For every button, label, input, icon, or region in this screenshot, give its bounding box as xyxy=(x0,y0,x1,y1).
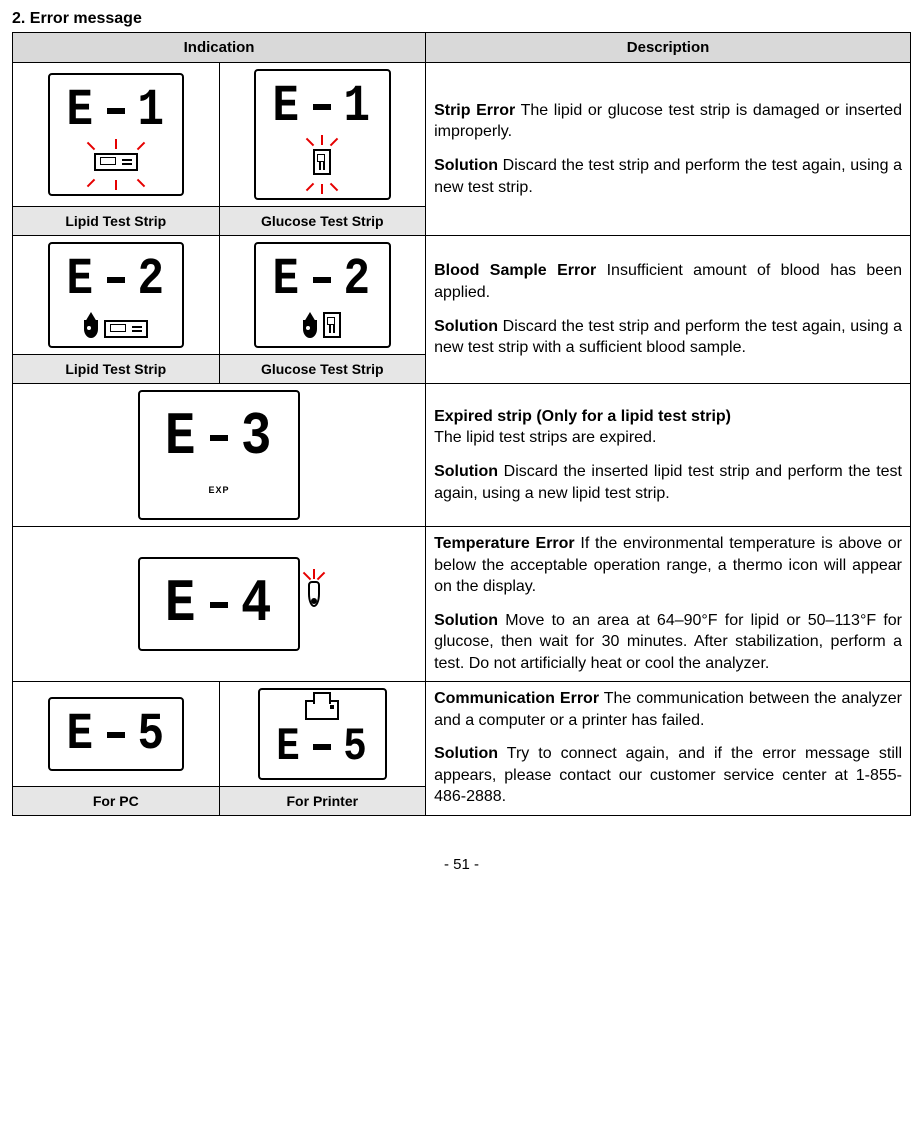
table-row: E3 EXP Expired strip (Only for a lipid t… xyxy=(13,384,911,527)
section-title: 2. Error message xyxy=(12,10,911,28)
sublabel: For Printer xyxy=(219,786,426,815)
thermometer-icon xyxy=(308,581,320,607)
err-title: Temperature Error xyxy=(434,535,575,552)
sublabel: Glucose Test Strip xyxy=(219,207,426,236)
solution-label: Solution xyxy=(434,612,498,629)
lcd-e1-lipid: E1 xyxy=(13,63,220,207)
desc-e1: Strip Error The lipid or glucose test st… xyxy=(426,63,911,236)
lcd-e2-lipid: E2 xyxy=(13,236,220,355)
table-row: E2 E2 Blood Sample Error Insufficient am… xyxy=(13,236,911,355)
printer-icon xyxy=(305,700,339,720)
header-description: Description xyxy=(426,33,911,63)
rays-icon xyxy=(303,139,341,190)
solution-text: Discard the test strip and perform the t… xyxy=(434,157,902,196)
table-row: E5 E5 Communication Error The communicat… xyxy=(13,681,911,786)
solution-label: Solution xyxy=(434,318,498,335)
lcd-e1-glucose: E1 xyxy=(219,63,426,207)
header-indication: Indication xyxy=(13,33,426,63)
solution-text: Try to connect again, and if the error m… xyxy=(434,745,902,805)
solution-text: Discard the inserted lipid test strip an… xyxy=(434,463,902,502)
sublabel: For PC xyxy=(13,786,220,815)
desc-e3: Expired strip (Only for a lipid test str… xyxy=(426,384,911,527)
lcd-e5-printer: E5 xyxy=(219,681,426,786)
lcd-e5-pc: E5 xyxy=(13,681,220,786)
desc-e2: Blood Sample Error Insufficient amount o… xyxy=(426,236,911,384)
strip-icon xyxy=(313,149,331,175)
err-title: Communication Error xyxy=(434,690,599,707)
exp-icon: EXP xyxy=(209,485,230,495)
rays-icon xyxy=(300,573,328,620)
table-header-row: Indication Description xyxy=(13,33,911,63)
err-title: Expired strip (Only for a lipid test str… xyxy=(434,408,731,425)
lcd-e3: E3 EXP xyxy=(13,384,426,527)
solution-label: Solution xyxy=(434,157,498,174)
solution-label: Solution xyxy=(434,745,498,762)
solution-label: Solution xyxy=(434,463,498,480)
sublabel: Lipid Test Strip xyxy=(13,207,220,236)
strip-icon xyxy=(94,153,138,171)
strip-icon xyxy=(323,312,341,338)
page-number: - 51 - xyxy=(12,856,911,873)
drop-icon xyxy=(303,320,317,338)
rays-icon: EXP xyxy=(203,474,236,504)
lcd-e2-glucose: E2 xyxy=(219,236,426,355)
desc-e4: Temperature Error If the environmental t… xyxy=(426,527,911,682)
lcd-e4: E4 xyxy=(13,527,426,682)
error-table: Indication Description E1 E1 xyxy=(12,32,911,816)
desc-e5: Communication Error The communication be… xyxy=(426,681,911,815)
table-row: E1 E1 Strip E xyxy=(13,63,911,207)
table-row: E4 Temperature Error If the environmenta… xyxy=(13,527,911,682)
solution-text: Discard the test strip and perform the t… xyxy=(434,318,902,357)
drop-icon xyxy=(84,320,98,338)
err-body: The lipid test strips are expired. xyxy=(434,429,656,446)
solution-text: Move to an area at 64–90°F for lipid or … xyxy=(434,612,902,672)
sublabel: Lipid Test Strip xyxy=(13,355,220,384)
strip-icon xyxy=(104,320,148,338)
rays-icon xyxy=(84,143,148,186)
err-title: Strip Error xyxy=(434,102,515,119)
err-title: Blood Sample Error xyxy=(434,262,596,279)
sublabel: Glucose Test Strip xyxy=(219,355,426,384)
